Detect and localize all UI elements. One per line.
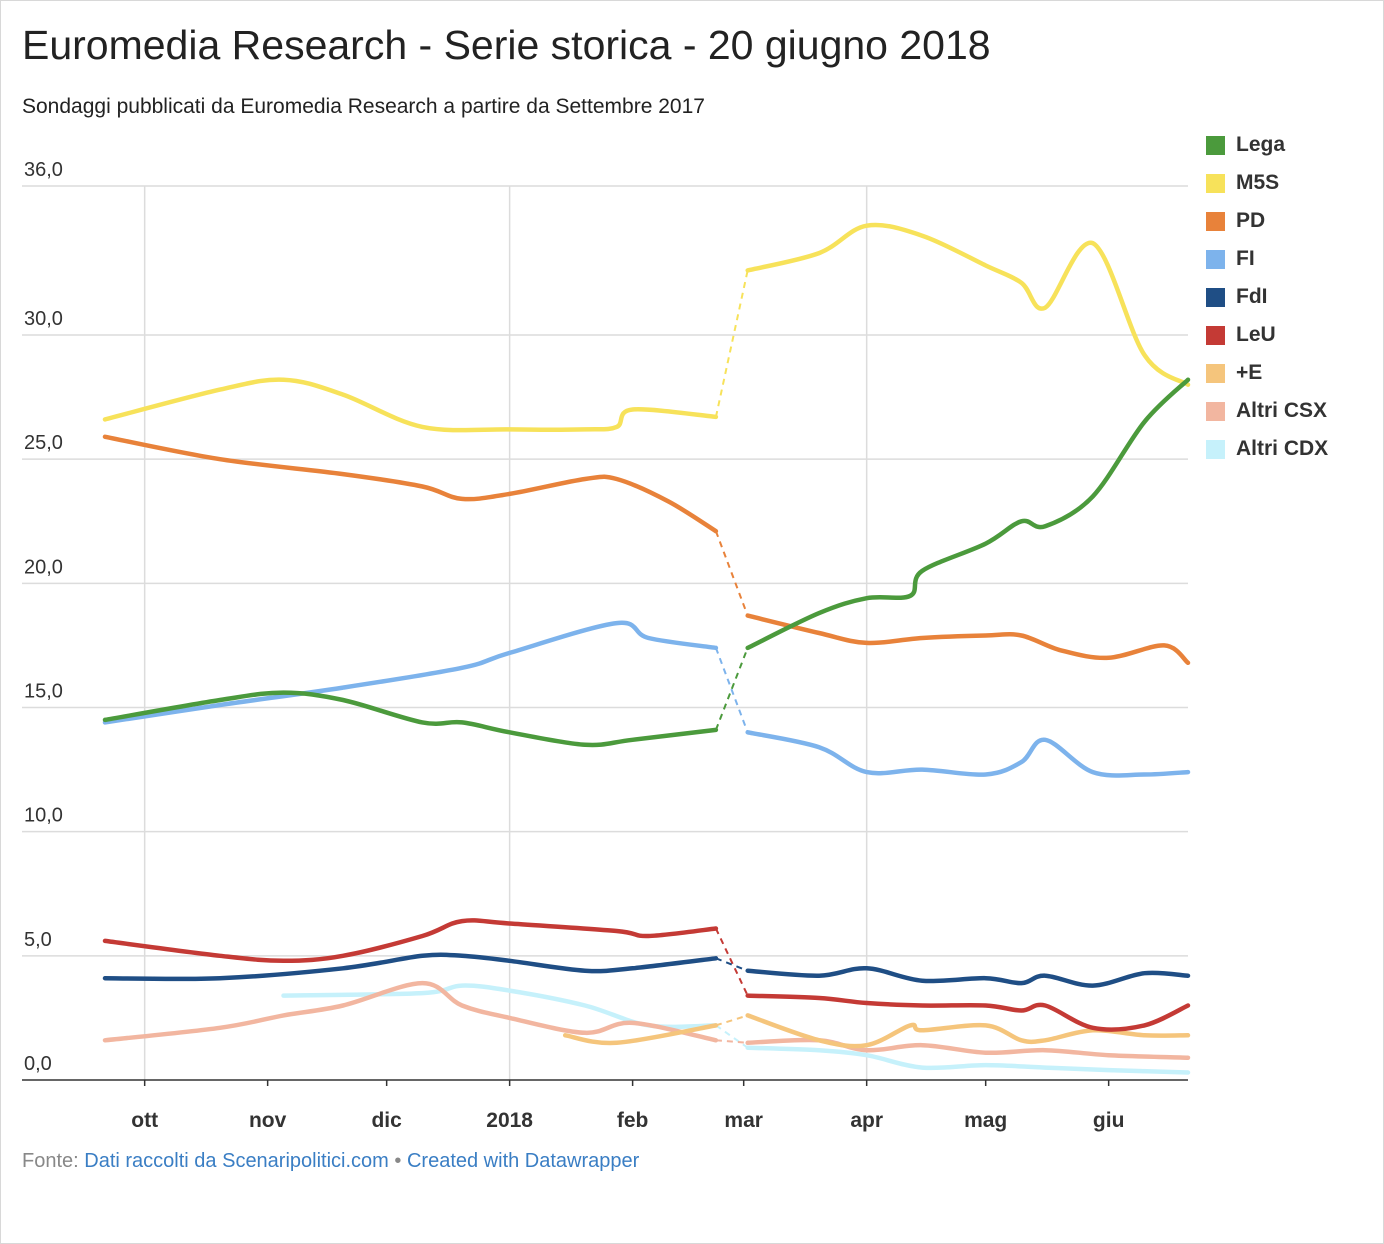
series-gap-pd bbox=[714, 530, 749, 616]
source-link[interactable]: Dati raccolti da Scenaripolitici.com bbox=[84, 1150, 389, 1172]
series-gap-fi bbox=[714, 647, 749, 733]
y-tick-label: 20,0 bbox=[24, 556, 63, 578]
x-tick-label: 2018 bbox=[486, 1109, 533, 1132]
y-axis-labels: 0,0 5,0 10,0 15,0 20,0 25,0 30,0 36,0 bbox=[24, 159, 63, 1075]
series-e bbox=[562, 1013, 1191, 1049]
series-gap-leu bbox=[715, 928, 749, 996]
series-fi bbox=[102, 620, 1191, 778]
series-pd bbox=[102, 434, 1191, 666]
legend-label: M5S bbox=[1236, 171, 1280, 194]
legend-item-altri-cdx: Altri CDX bbox=[1206, 430, 1328, 468]
y-tick-label: 0,0 bbox=[24, 1053, 52, 1075]
series-line-m5s bbox=[745, 222, 1191, 387]
legend-swatch bbox=[1206, 211, 1225, 231]
legend-item-leu: LeU bbox=[1206, 316, 1328, 354]
series-line-fi bbox=[102, 620, 719, 725]
legend-label: LeU bbox=[1236, 323, 1276, 346]
series-line-fdi bbox=[745, 966, 1191, 988]
legend-item-e: +E bbox=[1206, 354, 1328, 392]
chart-subtitle: Sondaggi pubblicati da Euromedia Researc… bbox=[22, 95, 705, 118]
series-line-altri-cdx bbox=[745, 1045, 1191, 1075]
legend-swatch bbox=[1206, 173, 1225, 193]
y-tick-label: 25,0 bbox=[24, 432, 63, 454]
series-altri-cdx bbox=[281, 983, 1191, 1075]
y-tick-label: 10,0 bbox=[24, 805, 63, 827]
x-axis-labels: ott nov dic 2018 feb mar apr mag giu bbox=[131, 1080, 1124, 1132]
series-gap-altri-csx bbox=[715, 1039, 748, 1044]
series-line-fi bbox=[745, 730, 1191, 778]
series-line-fdi bbox=[102, 952, 719, 982]
legend-label: +E bbox=[1236, 361, 1263, 384]
y-tick-label: 15,0 bbox=[24, 681, 63, 703]
legend-swatch bbox=[1206, 325, 1225, 345]
x-tick-label: giu bbox=[1093, 1109, 1125, 1132]
series-gap-altri-cdx bbox=[715, 1024, 749, 1049]
series-leu bbox=[102, 918, 1191, 1032]
x-tick-label: feb bbox=[617, 1109, 649, 1132]
series-line-pd bbox=[745, 613, 1191, 666]
series-gap-e bbox=[715, 1014, 748, 1027]
legend-label: PD bbox=[1236, 209, 1266, 232]
footer-separator: • bbox=[394, 1150, 402, 1172]
legend-item-fi: FI bbox=[1206, 240, 1328, 278]
series-fdi bbox=[102, 952, 1191, 988]
legend-swatch bbox=[1206, 401, 1225, 421]
legend-item-pd: PD bbox=[1206, 202, 1328, 240]
legend-label: Lega bbox=[1236, 133, 1286, 156]
x-tick-label: mag bbox=[964, 1109, 1007, 1132]
x-tick-label: dic bbox=[371, 1109, 402, 1132]
series-line-leu bbox=[745, 993, 1191, 1032]
y-tick-label: 36,0 bbox=[24, 159, 63, 181]
credit-link[interactable]: Created with Datawrapper bbox=[406, 1150, 640, 1172]
legend-swatch bbox=[1206, 287, 1225, 307]
legend-swatch bbox=[1206, 249, 1225, 269]
y-tick-label: 5,0 bbox=[24, 929, 52, 951]
series-line-altri-csx bbox=[102, 980, 719, 1043]
series-altri-csx bbox=[102, 980, 1191, 1060]
legend-label: Altri CSX bbox=[1236, 399, 1328, 422]
series-gap-m5s bbox=[714, 270, 749, 418]
legend-swatch bbox=[1206, 363, 1225, 383]
y-tick-label: 30,0 bbox=[24, 308, 63, 330]
legend-label: FdI bbox=[1236, 285, 1268, 308]
series-line-e bbox=[562, 1023, 719, 1046]
series-lines bbox=[102, 222, 1191, 1075]
legend-label: FI bbox=[1236, 247, 1255, 270]
series-gap-lega bbox=[714, 647, 749, 731]
x-tick-label: mar bbox=[724, 1109, 763, 1132]
chart-footer: Fonte: Dati raccolti da Scenaripolitici.… bbox=[22, 1150, 639, 1173]
series-lega bbox=[102, 377, 1191, 748]
x-tick-label: nov bbox=[249, 1109, 287, 1132]
series-line-pd bbox=[102, 434, 719, 534]
series-line-lega bbox=[102, 690, 719, 748]
series-line-m5s bbox=[102, 377, 719, 433]
legend-item-m5s: M5S bbox=[1206, 164, 1328, 202]
legend-swatch bbox=[1206, 439, 1225, 459]
series-line-lega bbox=[745, 377, 1191, 651]
series-m5s bbox=[102, 222, 1191, 433]
legend-swatch bbox=[1206, 135, 1225, 155]
legend-item-lega: Lega bbox=[1206, 126, 1328, 164]
x-tick-label: apr bbox=[850, 1109, 883, 1132]
legend-item-altri-csx: Altri CSX bbox=[1206, 392, 1328, 430]
legend-label: Altri CDX bbox=[1236, 437, 1329, 460]
series-line-leu bbox=[102, 918, 719, 964]
legend: Lega M5S PD FI FdI LeU +E Altri CSX Altri CDX bbox=[1206, 126, 1328, 468]
series-gap-fdi bbox=[715, 957, 749, 972]
source-label: Fonte: bbox=[22, 1150, 79, 1172]
legend-item-fdi: FdI bbox=[1206, 278, 1328, 316]
chart-title: Euromedia Research - Serie storica - 20 … bbox=[22, 22, 991, 68]
x-tick-label: ott bbox=[131, 1109, 158, 1132]
